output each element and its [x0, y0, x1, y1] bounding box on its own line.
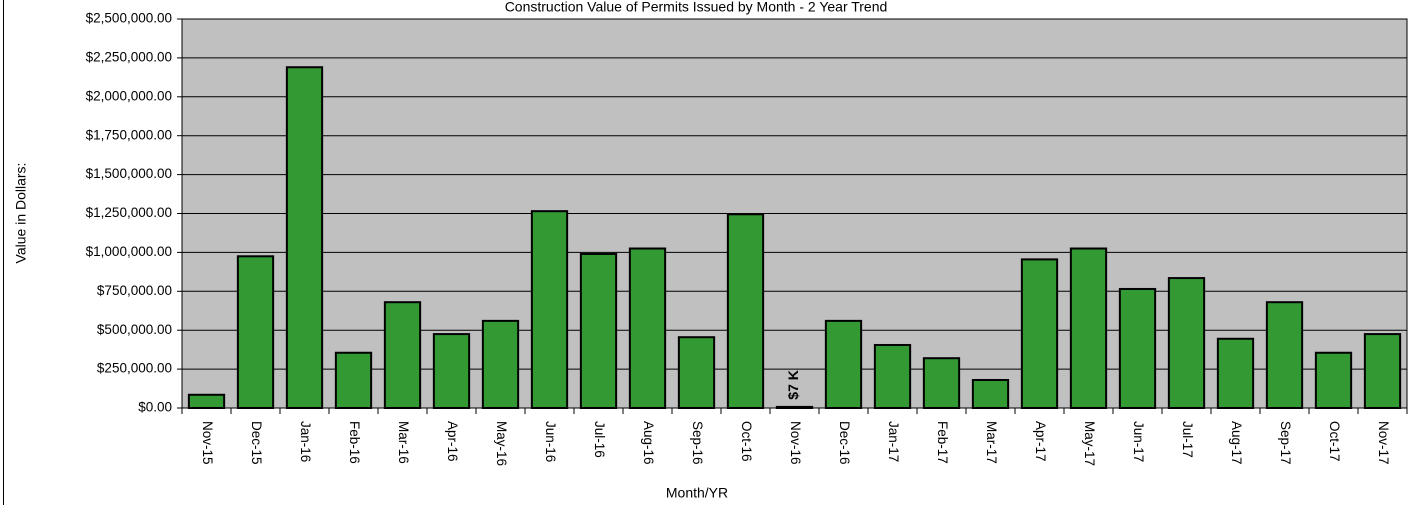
y-axis-title: Value in Dollars: — [13, 163, 29, 264]
x-axis-title: Month/YR — [666, 485, 728, 501]
y-tick-label: $1,500,000.00 — [86, 166, 172, 181]
bar — [628, 247, 667, 409]
x-tick-label: Jan-16 — [298, 421, 313, 462]
bar — [1216, 337, 1255, 409]
x-tick-label: Jun-17 — [1131, 421, 1146, 462]
bar — [579, 252, 618, 409]
data-label: $7 K — [785, 370, 801, 400]
bar — [236, 255, 275, 410]
x-tick-label: May-17 — [1082, 421, 1097, 466]
x-tick-label: Apr-16 — [445, 421, 460, 462]
x-tick-label: Feb-17 — [935, 421, 950, 464]
y-tick-label: $0.00 — [138, 400, 172, 415]
bar — [824, 319, 863, 410]
y-tick-label: $500,000.00 — [97, 322, 172, 337]
x-tick-label: Mar-16 — [396, 421, 411, 464]
y-tick-label: $250,000.00 — [97, 361, 172, 376]
y-tick-label: $1,750,000.00 — [86, 127, 172, 142]
x-tick-label: Jul-17 — [1180, 421, 1195, 458]
bar — [481, 319, 520, 410]
x-tick-label: Oct-17 — [1327, 421, 1342, 462]
x-tick-label: Apr-17 — [1033, 421, 1048, 462]
y-tick-label: $1,250,000.00 — [86, 205, 172, 220]
y-tick-label: $2,500,000.00 — [86, 11, 172, 26]
bar — [726, 213, 765, 409]
bar — [873, 343, 912, 409]
y-tick-label: $2,250,000.00 — [86, 49, 172, 64]
x-tick-label: Oct-16 — [739, 421, 754, 462]
x-tick-label: Nov-17 — [1376, 421, 1391, 465]
bar — [775, 405, 814, 409]
x-tick-label: May-16 — [494, 421, 509, 466]
bar — [285, 66, 324, 410]
bar — [1118, 287, 1157, 409]
bar — [334, 351, 373, 409]
y-tick-label: $2,000,000.00 — [86, 88, 172, 103]
x-tick-label: Jul-16 — [592, 421, 607, 458]
x-tick-label: Dec-15 — [249, 421, 264, 465]
bar — [971, 378, 1010, 410]
bar — [1314, 351, 1353, 409]
chart-title: Construction Value of Permits Issued by … — [505, 0, 888, 15]
x-tick-label: Aug-16 — [641, 421, 656, 465]
x-tick-label: Dec-16 — [837, 421, 852, 465]
x-tick-label: Jun-16 — [543, 421, 558, 462]
bar — [922, 357, 961, 410]
bar — [1069, 247, 1108, 409]
bar — [1167, 277, 1206, 409]
x-tick-label: Nov-16 — [788, 421, 803, 465]
x-tick-label: Mar-17 — [984, 421, 999, 464]
x-tick-label: Aug-17 — [1229, 421, 1244, 465]
bar — [677, 336, 716, 409]
x-tick-label: Nov-15 — [200, 421, 215, 465]
bar — [1020, 258, 1059, 410]
bar — [1363, 333, 1402, 409]
y-tick-label: $1,000,000.00 — [86, 244, 172, 259]
x-tick-label: Sep-16 — [690, 421, 705, 465]
y-tick-label: $750,000.00 — [97, 283, 172, 298]
bar — [383, 301, 422, 409]
bar — [187, 393, 226, 409]
x-tick-label: Jan-17 — [886, 421, 901, 462]
x-tick-label: Feb-16 — [347, 421, 362, 464]
bar — [1265, 301, 1304, 409]
bar — [530, 210, 569, 409]
x-tick-label: Sep-17 — [1278, 421, 1293, 465]
bar — [432, 333, 471, 409]
